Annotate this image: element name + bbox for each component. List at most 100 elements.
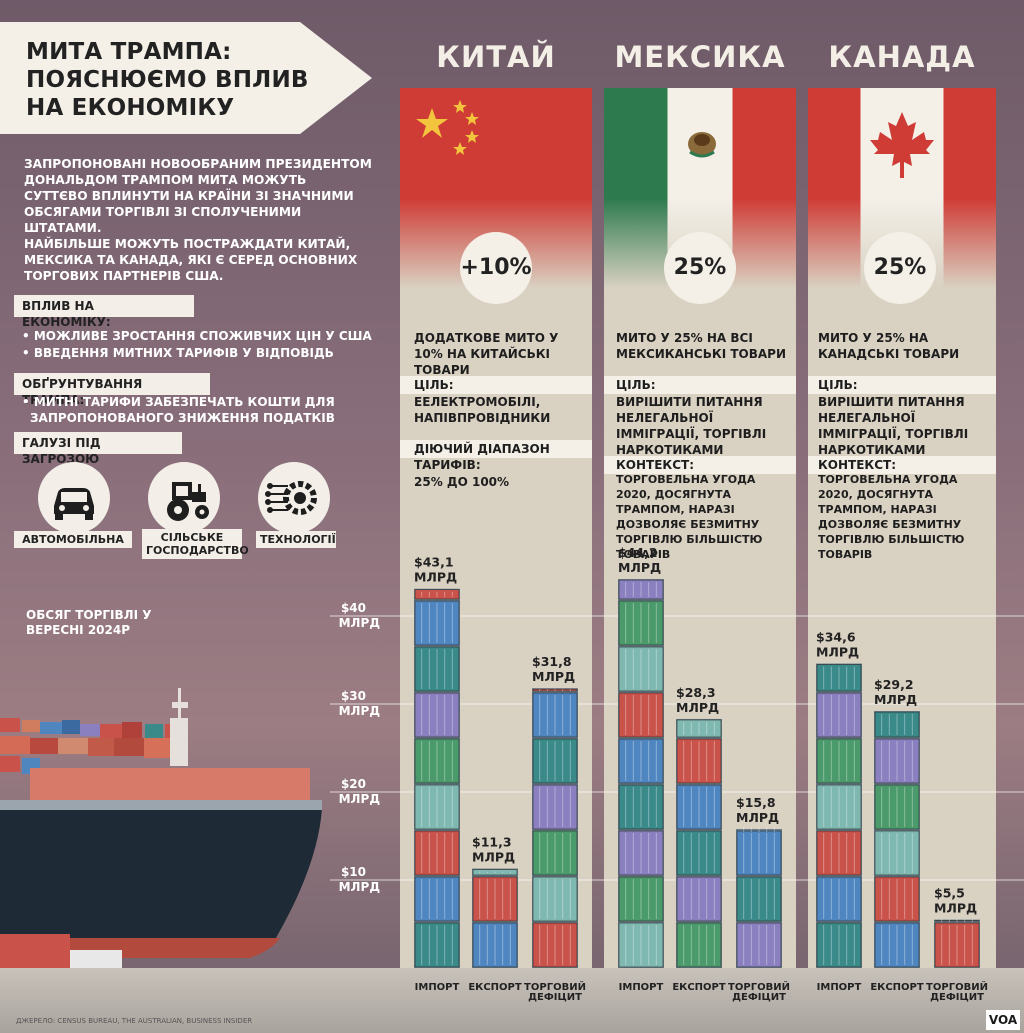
industries-label: ГАЛУЗІ ПІД ЗАГРОЗОЮ (14, 432, 182, 466)
container-2-1 (874, 711, 920, 738)
container-0-0 (414, 600, 460, 646)
goal-mexico: ВИРІШИТИ ПИТАННЯ НЕЛЕГАЛЬНОЇ ІММІГРАЦІЇ,… (616, 395, 767, 457)
goal-label-mexico: ЦІЛЬ: (616, 378, 656, 392)
y-tick-label-10: $10 МЛРД (339, 865, 380, 894)
container-0-0 (414, 784, 460, 830)
rationale-item-1: • МИТНІ ТАРИФИ ЗАБЕЗПЕЧАТЬ КОШТИ ДЛЯ (22, 395, 335, 409)
impact-item-1: • МОЖЛИВЕ ЗРОСТАННЯ СПОЖИВЧИХ ЦІН У США (22, 329, 372, 343)
ground-strip (0, 968, 1024, 1033)
container-1-2 (736, 830, 782, 876)
container-0-0 (414, 738, 460, 784)
container-0-2 (532, 922, 578, 968)
goal-band-china (400, 376, 592, 394)
container-2-1 (874, 922, 920, 968)
extra-band-china (400, 440, 592, 458)
voa-logo: VOA (986, 1010, 1020, 1030)
container-2-0 (816, 664, 862, 692)
heading-mexico: МЕКСИКА (614, 40, 786, 74)
container-1-0 (618, 738, 664, 784)
container-2-0 (816, 876, 862, 922)
container-1-0 (618, 646, 664, 692)
container-2-1 (874, 784, 920, 830)
goal-china: ЕЕЛЕКТРОМОБІЛІ, НАПІВПРОВІДНИКИ (414, 395, 551, 425)
trade-volume-label: ОБСЯГ ТОРГІВЛІ У ВЕРЕСНІ 2024Р (26, 608, 152, 637)
goal-canada: ВИРІШИТИ ПИТАННЯ НЕЛЕГАЛЬНОЇ ІММІГРАЦІЇ,… (818, 395, 969, 457)
container-0-2 (532, 784, 578, 830)
container-1-0 (618, 784, 664, 830)
category-label-2-1: ЕКСПОРТ (870, 982, 924, 993)
rate-china: +10% (460, 232, 532, 304)
container-1-2 (736, 922, 782, 968)
container-1-0 (618, 876, 664, 922)
container-2-1 (874, 830, 920, 876)
value-label-1-0: $44,2 МЛРД (618, 545, 661, 575)
technology-icon (258, 462, 330, 534)
container-2-0 (816, 830, 862, 876)
extra-band-canada (808, 456, 996, 474)
container-0-0 (414, 876, 460, 922)
intro-paragraph-2: НАЙБІЛЬШЕ МОЖУТЬ ПОСТРАЖДАТИ КИТАЙ, МЕКС… (24, 237, 358, 283)
impact-label: ВПЛИВ НА ЕКОНОМІКУ: (14, 295, 194, 329)
container-2-0 (816, 784, 862, 830)
category-label-0-2: ТОРГОВИЙ ДЕФІЦИТ (524, 980, 586, 1003)
rationale-label: ОБҐРУНТУВАННЯ ТРАМПА: (14, 373, 210, 407)
container-1-2 (736, 876, 782, 922)
container-0-2 (532, 738, 578, 784)
container-0-0 (414, 589, 460, 600)
rate-mexico: 25% (664, 232, 736, 304)
goal-band-canada (808, 376, 996, 394)
category-label-2-0: ІМПОРТ (817, 982, 862, 993)
goal-label-canada: ЦІЛЬ: (818, 378, 858, 392)
container-2-2 (934, 922, 980, 968)
cargo-ship-illustration (0, 688, 322, 984)
container-1-1 (676, 922, 722, 968)
category-label-1-0: ІМПОРТ (619, 982, 664, 993)
container-0-0 (414, 922, 460, 968)
category-label-2-2: ТОРГОВИЙ ДЕФІЦИТ (926, 980, 988, 1003)
tractor-icon (148, 462, 220, 534)
value-label-2-2: $5,5 МЛРД (934, 886, 977, 916)
desc-china: ДОДАТКОВЕ МИТО У 10% НА КИТАЙСЬКІ ТОВАРИ (414, 331, 559, 377)
container-1-0 (618, 692, 664, 738)
category-label-0-0: ІМПОРТ (415, 982, 460, 993)
value-label-2-0: $34,6 МЛРД (816, 630, 859, 660)
container-2-0 (816, 738, 862, 784)
heading-china: КИТАЙ (436, 40, 556, 74)
goal-band-mexico (604, 376, 796, 394)
extra-label-canada: КОНТЕКСТ: (818, 458, 897, 472)
container-0-2 (532, 688, 578, 692)
heading-canada: КАНАДА (828, 40, 976, 74)
container-0-0 (414, 830, 460, 876)
industry-label-auto: АВТОМОБІЛЬНА (14, 531, 132, 548)
source-note: ДЖЕРЕЛО: CENSUS BUREAU, THE AUSTRALIAN, … (16, 1017, 253, 1025)
container-1-0 (618, 579, 664, 600)
container-2-0 (816, 692, 862, 738)
container-0-2 (532, 876, 578, 922)
value-label-0-0: $43,1 МЛРД (414, 555, 457, 585)
car-icon (38, 462, 110, 534)
flag-canada (808, 88, 996, 288)
value-label-1-2: $15,8 МЛРД (736, 795, 779, 825)
rationale-item-2: ЗАПРОПОНОВАНОГО ЗНИЖЕННЯ ПОДАТКІВ (30, 411, 335, 425)
y-tick-label-20: $20 МЛРД (339, 777, 380, 806)
page-title: МИТА ТРАМПА: ПОЯСНЮЄМО ВПЛИВ НА ЕКОНОМІК… (26, 39, 309, 121)
container-0-1 (472, 876, 518, 922)
industry-label-agriculture: СІЛЬСЬКЕ ГОСПОДАРСТВО (142, 529, 249, 559)
container-1-0 (618, 830, 664, 876)
goal-label-china: ЦІЛЬ: (414, 378, 454, 392)
container-0-2 (532, 692, 578, 738)
container-1-1 (676, 876, 722, 922)
value-label-0-2: $31,8 МЛРД (532, 654, 575, 684)
category-label-1-2: ТОРГОВИЙ ДЕФІЦИТ (728, 980, 790, 1003)
y-tick-label-40: $40 МЛРД (339, 601, 380, 630)
container-1-1 (676, 784, 722, 830)
industry-label-tech: ТЕХНОЛОГІЇ (256, 531, 336, 548)
container-0-0 (414, 692, 460, 738)
container-2-1 (874, 738, 920, 784)
extra-canada: ТОРГОВЕЛЬНА УГОДА 2020, ДОСЯГНУТА ТРАМПО… (818, 473, 965, 561)
impact-item-2: • ВВЕДЕННЯ МИТНИХ ТАРИФІВ У ВІДПОВІДЬ (22, 346, 334, 360)
value-label-2-1: $29,2 МЛРД (874, 677, 917, 707)
container-2-0 (816, 922, 862, 968)
y-tick-label-30: $30 МЛРД (339, 689, 380, 718)
